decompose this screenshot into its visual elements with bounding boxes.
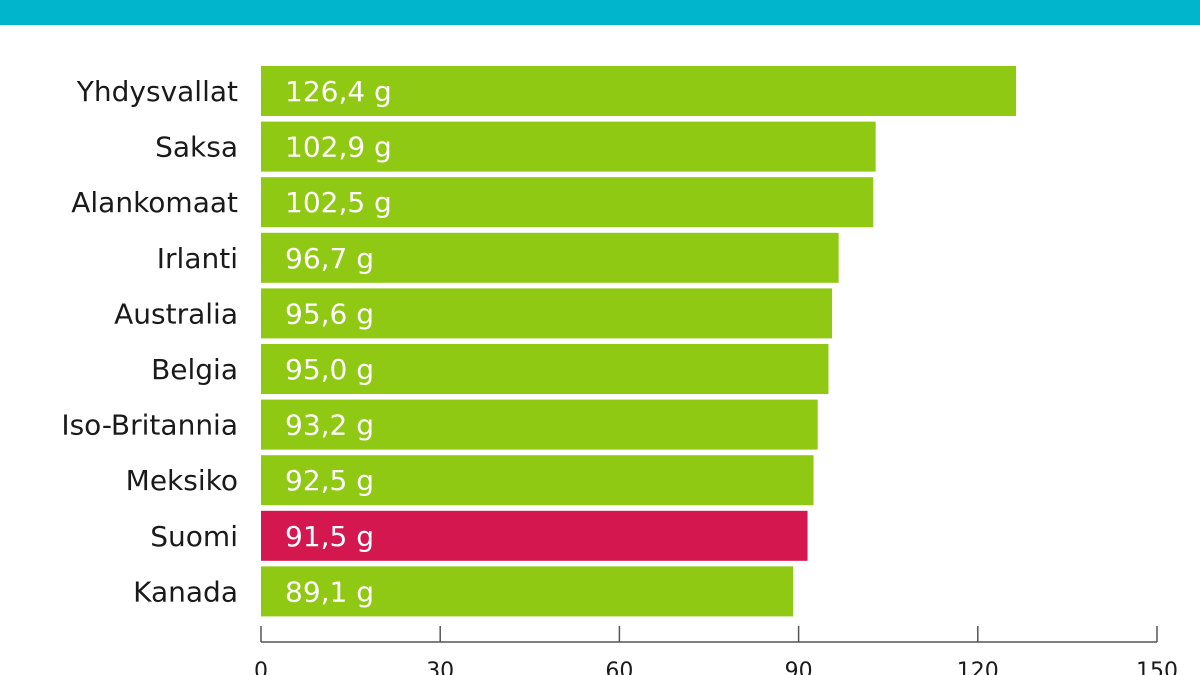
category-label: Yhdysvallat <box>76 75 238 108</box>
category-label: Iso-Britannia <box>61 409 238 442</box>
header-band <box>0 0 1200 25</box>
x-tick-label: 90 <box>785 659 813 675</box>
category-label: Saksa <box>155 131 238 164</box>
value-label: 96,7 g <box>285 242 374 275</box>
category-label: Meksiko <box>126 464 238 497</box>
bar <box>261 510 808 561</box>
x-tick-label: 60 <box>605 659 633 675</box>
value-label: 126,4 g <box>285 75 392 108</box>
category-label: Kanada <box>133 575 238 608</box>
x-tick-label: 30 <box>426 659 454 675</box>
bar <box>261 177 874 228</box>
bar <box>261 121 876 172</box>
value-label: 92,5 g <box>285 464 374 497</box>
x-tick-label: 120 <box>957 659 999 675</box>
x-tick-label: 0 <box>254 659 268 675</box>
category-label: Australia <box>114 297 238 330</box>
value-label: 91,5 g <box>285 520 374 553</box>
bar <box>261 344 829 394</box>
category-label: Alankomaat <box>71 186 238 219</box>
category-label: Suomi <box>150 520 238 553</box>
category-label: Belgia <box>151 353 238 386</box>
bar <box>261 455 814 506</box>
bar <box>261 66 1017 116</box>
value-label: 93,2 g <box>285 409 374 442</box>
value-label: 95,0 g <box>285 353 374 386</box>
value-label: 95,6 g <box>285 297 374 330</box>
category-label: Irlanti <box>157 242 238 275</box>
x-tick-label: 150 <box>1136 659 1178 675</box>
bar <box>261 566 794 617</box>
value-label: 89,1 g <box>285 575 374 608</box>
value-label: 102,5 g <box>285 186 392 219</box>
bar <box>261 288 833 339</box>
bar <box>261 232 839 283</box>
value-label: 102,9 g <box>285 131 392 164</box>
bar <box>261 399 818 450</box>
